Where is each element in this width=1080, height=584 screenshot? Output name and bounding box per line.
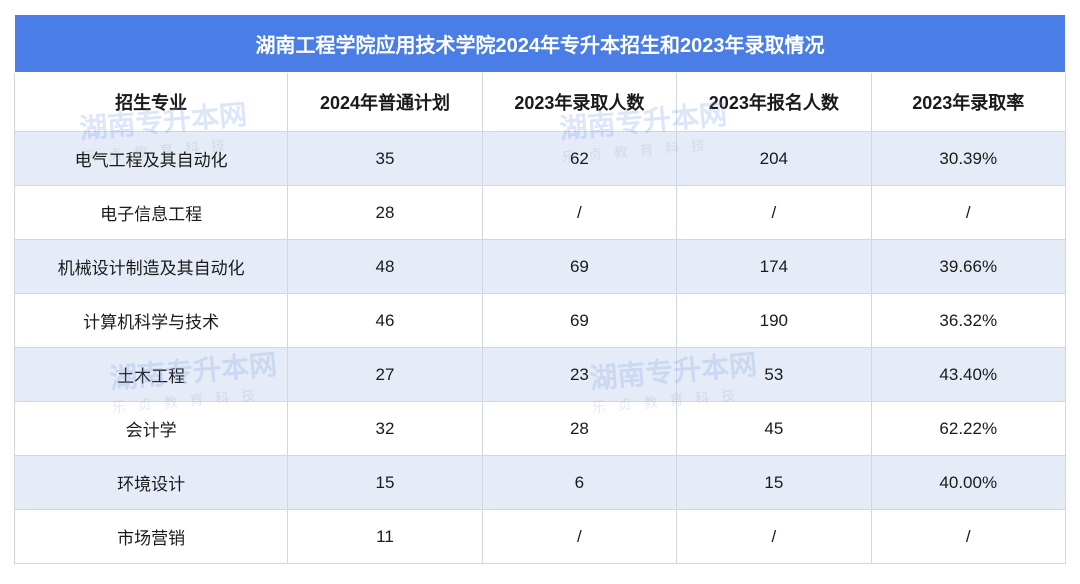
cell-major: 机械设计制造及其自动化 [15, 240, 288, 294]
cell-rate: 39.66% [871, 240, 1065, 294]
cell-applied: 53 [677, 348, 871, 402]
table-row: 电子信息工程 28 / / / [15, 186, 1066, 240]
cell-major: 环境设计 [15, 456, 288, 510]
cell-admitted: 69 [482, 240, 676, 294]
cell-rate: 36.32% [871, 294, 1065, 348]
cell-plan: 35 [288, 132, 482, 186]
col-header-major: 招生专业 [15, 73, 288, 132]
cell-rate: 30.39% [871, 132, 1065, 186]
cell-major: 市场营销 [15, 510, 288, 564]
cell-admitted: / [482, 186, 676, 240]
col-header-plan-2024: 2024年普通计划 [288, 73, 482, 132]
cell-rate: / [871, 186, 1065, 240]
cell-applied: / [677, 510, 871, 564]
col-header-applied-2023: 2023年报名人数 [677, 73, 871, 132]
admissions-table: 湖南工程学院应用技术学院2024年专升本招生和2023年录取情况 招生专业 20… [14, 14, 1066, 564]
cell-admitted: 6 [482, 456, 676, 510]
table-title-row: 湖南工程学院应用技术学院2024年专升本招生和2023年录取情况 [15, 15, 1066, 73]
table-row: 电气工程及其自动化 35 62 204 30.39% [15, 132, 1066, 186]
cell-rate: 43.40% [871, 348, 1065, 402]
cell-admitted: 28 [482, 402, 676, 456]
cell-plan: 46 [288, 294, 482, 348]
cell-rate: / [871, 510, 1065, 564]
cell-applied: 174 [677, 240, 871, 294]
cell-plan: 11 [288, 510, 482, 564]
table-row: 机械设计制造及其自动化 48 69 174 39.66% [15, 240, 1066, 294]
cell-applied: 204 [677, 132, 871, 186]
cell-plan: 28 [288, 186, 482, 240]
cell-major: 电子信息工程 [15, 186, 288, 240]
table-header-row: 招生专业 2024年普通计划 2023年录取人数 2023年报名人数 2023年… [15, 73, 1066, 132]
cell-applied: 45 [677, 402, 871, 456]
cell-major: 电气工程及其自动化 [15, 132, 288, 186]
cell-admitted: 69 [482, 294, 676, 348]
cell-plan: 27 [288, 348, 482, 402]
cell-plan: 48 [288, 240, 482, 294]
col-header-admitted-2023: 2023年录取人数 [482, 73, 676, 132]
cell-major: 土木工程 [15, 348, 288, 402]
table-row: 土木工程 27 23 53 43.40% [15, 348, 1066, 402]
col-header-rate-2023: 2023年录取率 [871, 73, 1065, 132]
table-row: 市场营销 11 / / / [15, 510, 1066, 564]
cell-major: 会计学 [15, 402, 288, 456]
cell-applied: 190 [677, 294, 871, 348]
cell-plan: 15 [288, 456, 482, 510]
cell-applied: / [677, 186, 871, 240]
cell-plan: 32 [288, 402, 482, 456]
cell-applied: 15 [677, 456, 871, 510]
cell-admitted: 62 [482, 132, 676, 186]
table-title: 湖南工程学院应用技术学院2024年专升本招生和2023年录取情况 [15, 15, 1066, 73]
table-row: 计算机科学与技术 46 69 190 36.32% [15, 294, 1066, 348]
cell-admitted: / [482, 510, 676, 564]
table-row: 环境设计 15 6 15 40.00% [15, 456, 1066, 510]
table-row: 会计学 32 28 45 62.22% [15, 402, 1066, 456]
cell-major: 计算机科学与技术 [15, 294, 288, 348]
cell-admitted: 23 [482, 348, 676, 402]
cell-rate: 40.00% [871, 456, 1065, 510]
cell-rate: 62.22% [871, 402, 1065, 456]
